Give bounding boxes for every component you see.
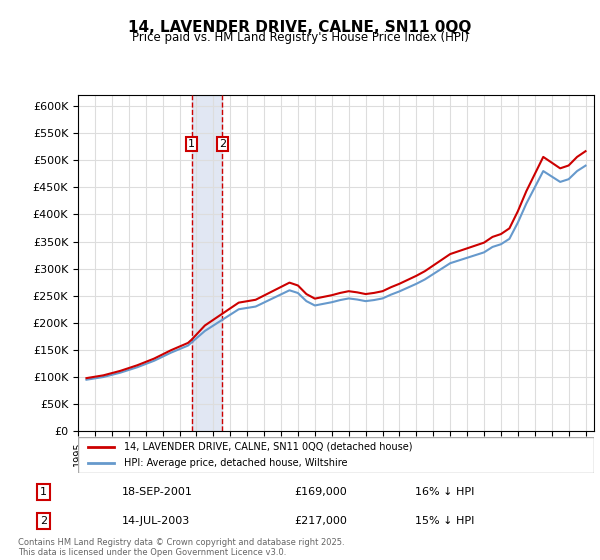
Bar bbox=[191, 95, 223, 431]
Text: Contains HM Land Registry data © Crown copyright and database right 2025.
This d: Contains HM Land Registry data © Crown c… bbox=[18, 538, 344, 557]
Text: £217,000: £217,000 bbox=[294, 516, 347, 526]
Text: 15% ↓ HPI: 15% ↓ HPI bbox=[415, 516, 475, 526]
Text: 14, LAVENDER DRIVE, CALNE, SN11 0QQ: 14, LAVENDER DRIVE, CALNE, SN11 0QQ bbox=[128, 20, 472, 35]
Text: 1: 1 bbox=[40, 487, 47, 497]
Text: £169,000: £169,000 bbox=[294, 487, 347, 497]
Text: 14, LAVENDER DRIVE, CALNE, SN11 0QQ (detached house): 14, LAVENDER DRIVE, CALNE, SN11 0QQ (det… bbox=[124, 442, 413, 451]
Text: 2: 2 bbox=[40, 516, 47, 526]
Text: 16% ↓ HPI: 16% ↓ HPI bbox=[415, 487, 475, 497]
Text: 18-SEP-2001: 18-SEP-2001 bbox=[121, 487, 193, 497]
Text: 14-JUL-2003: 14-JUL-2003 bbox=[121, 516, 190, 526]
FancyBboxPatch shape bbox=[78, 437, 594, 473]
Text: HPI: Average price, detached house, Wiltshire: HPI: Average price, detached house, Wilt… bbox=[124, 459, 348, 468]
Text: 1: 1 bbox=[188, 139, 195, 149]
Text: 2: 2 bbox=[219, 139, 226, 149]
Text: Price paid vs. HM Land Registry's House Price Index (HPI): Price paid vs. HM Land Registry's House … bbox=[131, 31, 469, 44]
